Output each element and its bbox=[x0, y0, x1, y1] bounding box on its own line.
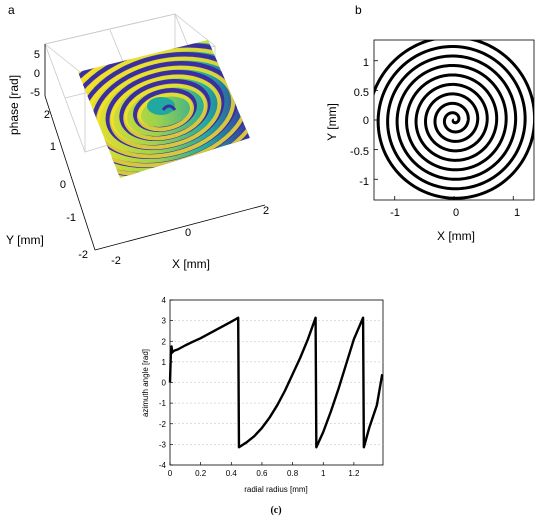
y-tick-label: 3 bbox=[162, 317, 167, 326]
panel-b-label: b bbox=[355, 3, 362, 17]
z-tick-label: 0 bbox=[34, 68, 40, 80]
y-tick-label: 0 bbox=[60, 179, 66, 191]
y-tick-label: -1 bbox=[359, 176, 369, 188]
y-tick-label: 0 bbox=[363, 115, 369, 127]
panel-a-x-label: X [mm] bbox=[172, 257, 210, 271]
y-tick-label: -2 bbox=[159, 420, 167, 429]
phase-surface bbox=[78, 40, 250, 178]
y-tick-label: -0.5 bbox=[350, 146, 369, 158]
x-tick-label: -2 bbox=[111, 255, 121, 267]
surface-ring-bright bbox=[109, 74, 222, 150]
z-tick-label: -5 bbox=[30, 87, 40, 99]
x-tick-label: 1 bbox=[321, 469, 326, 478]
x-tick-label: 2 bbox=[263, 205, 269, 217]
surface-ring-bright bbox=[136, 92, 194, 132]
panel-b-y-label: Y [mm] bbox=[325, 103, 339, 141]
x-tick-label: 0 bbox=[185, 227, 191, 239]
spiral-curve bbox=[374, 40, 534, 200]
panel-b: b 1 0.5 0 -0.5 -1 Y [mm] -1 0 1 X [mm] bbox=[325, 3, 535, 243]
x-tick-label: -1 bbox=[390, 207, 400, 219]
y-tick-label: -1 bbox=[159, 399, 167, 408]
surface-spiral-rings bbox=[78, 40, 250, 178]
panel-c-ticks bbox=[169, 299, 355, 466]
surface-center-curl bbox=[161, 104, 177, 111]
y-tick-label: 1 bbox=[162, 358, 167, 367]
y-tick-label: -2 bbox=[78, 249, 88, 261]
x-tick-label: 0.4 bbox=[226, 469, 238, 478]
y-tick-label: -1 bbox=[66, 212, 76, 224]
panel-a-z-ticks: 5 0 -5 bbox=[30, 49, 40, 99]
panel-a-label: a bbox=[8, 3, 15, 17]
surface-center bbox=[147, 97, 175, 115]
panel-a-x-ticks: -2 0 2 bbox=[111, 205, 269, 267]
panel-a-z-label: phase [rad] bbox=[7, 75, 21, 135]
y-tick-label: -4 bbox=[159, 461, 167, 470]
panel-a: a 5 0 -5 phase [rad] bbox=[6, 3, 269, 271]
panel-c-label: (c) bbox=[270, 505, 281, 516]
x-tick-label: 1.2 bbox=[348, 469, 360, 478]
y-tick-label: 0 bbox=[162, 379, 167, 388]
x-tick-label: 0.2 bbox=[195, 469, 207, 478]
y-tick-label: 0.5 bbox=[354, 87, 369, 99]
azimuth-angle-series bbox=[168, 316, 384, 449]
panel-c-x-label: radial radius [mm] bbox=[244, 485, 308, 494]
panel-a-axes bbox=[44, 44, 266, 251]
panel-c-y-label: azimuth angle [rad] bbox=[141, 349, 150, 417]
y-tick-label: 1 bbox=[363, 57, 369, 69]
y-tick-label: 2 bbox=[44, 109, 50, 121]
panel-b-x-tick-labels: -1 0 1 bbox=[390, 207, 520, 219]
panel-a-y-ticks: 2 1 0 -1 -2 bbox=[44, 109, 88, 261]
x-tick-label: 0 bbox=[453, 207, 459, 219]
y-tick-label: -3 bbox=[159, 440, 167, 449]
z-tick-label: 5 bbox=[34, 49, 40, 61]
panel-b-ticks bbox=[374, 60, 514, 200]
y-tick-label: 1 bbox=[50, 141, 56, 153]
x-tick-label: 1 bbox=[514, 207, 520, 219]
surface-ring-bright bbox=[123, 83, 208, 141]
panel-b-y-tick-labels: 1 0.5 0 -0.5 -1 bbox=[350, 57, 369, 188]
x-tick-label: 0 bbox=[168, 469, 173, 478]
x-tick-label: 0.6 bbox=[256, 469, 268, 478]
panel-a-y-label: Y [mm] bbox=[6, 233, 44, 247]
panel-b-x-label: X [mm] bbox=[437, 229, 475, 243]
y-tick-label: 2 bbox=[162, 337, 167, 346]
x-tick-label: 0.8 bbox=[287, 469, 299, 478]
y-tick-label: 4 bbox=[162, 296, 167, 305]
